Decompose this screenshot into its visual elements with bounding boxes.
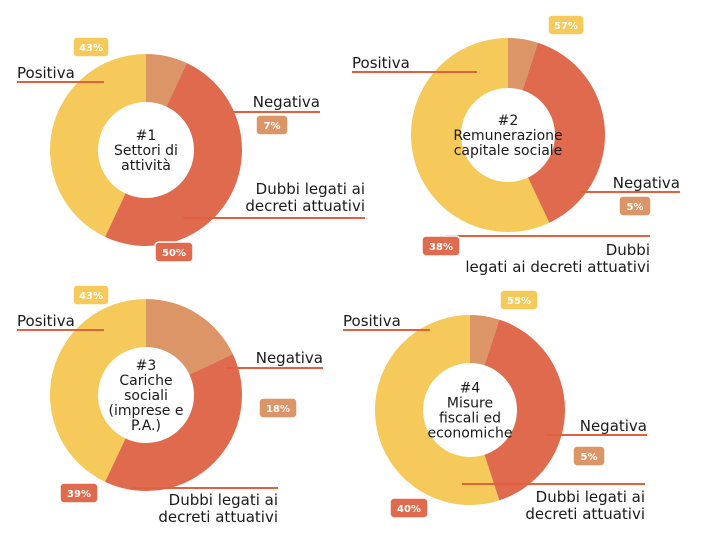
- slice-positiva: [50, 299, 146, 482]
- donut-chart-2: #2 Remunerazione capitale sociale Positiva N…: [352, 14, 680, 276]
- donut-chart-4: #4 Misure fiscali ed economiche Positiva Nega…: [343, 289, 647, 523]
- data-label-negativa: 18%: [251, 397, 298, 419]
- category-label-dubbi: Dubbi legati ai decreti attuativi: [158, 491, 278, 526]
- category-label-dubbi: Dubbi legati ai decreti attuativi: [245, 180, 365, 215]
- data-label-positiva: 57%: [544, 14, 585, 36]
- slice-negativa: [508, 38, 538, 91]
- data-label-negativa: 5%: [566, 445, 606, 467]
- data-label-text: 5%: [627, 202, 644, 213]
- center-label: #2 Remunerazione capitale sociale: [453, 113, 562, 159]
- category-label-dubbi: Dubbi legati ai decreti attuativi: [465, 241, 650, 276]
- slice-positiva: [375, 315, 500, 506]
- category-label-positiva: Positiva: [17, 64, 75, 82]
- center-label: #3 Cariche sociali (imprese e P.A.): [109, 358, 184, 434]
- slice-dubbi: [105, 354, 243, 491]
- category-label-positiva: Positiva: [352, 54, 410, 72]
- data-label-positiva: 55%: [493, 289, 539, 311]
- data-label-text: 50%: [162, 248, 186, 259]
- data-label-text: 5%: [581, 452, 598, 463]
- slice-dubbi: [105, 63, 243, 247]
- donut-chart-3: #3 Cariche sociali (imprese e P.A.) Positiva N…: [17, 284, 323, 526]
- category-label-negativa: Negativa: [253, 93, 320, 111]
- data-label-negativa: 5%: [615, 195, 652, 217]
- slice-positiva: [50, 54, 146, 237]
- center-label: #4 Misure fiscali ed economiche: [427, 381, 512, 442]
- category-label-positiva: Positiva: [17, 312, 75, 330]
- category-label-positiva: Positiva: [343, 312, 401, 330]
- data-label-positiva: 43%: [72, 284, 116, 306]
- category-label-negativa: Negativa: [256, 349, 323, 367]
- slice-negativa: [146, 54, 187, 107]
- data-label-text: 43%: [79, 43, 103, 54]
- category-label-negativa: Negativa: [580, 417, 647, 435]
- data-label-dubbi: 38%: [421, 235, 464, 257]
- slice-negativa: [470, 315, 500, 366]
- data-label-text: 7%: [264, 121, 281, 132]
- category-label-negativa: Negativa: [613, 174, 680, 192]
- slice-positiva: [410, 38, 550, 232]
- slice-negativa: [146, 299, 233, 375]
- data-label-text: 18%: [266, 404, 290, 415]
- data-label-text: 57%: [554, 21, 578, 32]
- data-label-text: 55%: [507, 296, 531, 307]
- data-label-text: 39%: [67, 489, 91, 500]
- data-label-dubbi: 50%: [147, 241, 194, 263]
- data-label-text: 38%: [429, 242, 453, 253]
- center-label: #1 Settori di attività: [114, 128, 178, 174]
- data-label-positiva: 43%: [72, 36, 116, 58]
- category-label-dubbi: Dubbi legati ai decreti attuativi: [525, 488, 645, 523]
- data-label-dubbi: 39%: [59, 482, 105, 504]
- slice-dubbi: [522, 42, 605, 223]
- data-label-text: 40%: [397, 504, 421, 515]
- slice-dubbi: [484, 319, 566, 501]
- data-label-dubbi: 40%: [389, 497, 435, 519]
- donut-chart-1: #1 Settori di attività Positiva Negativa Dubb…: [17, 36, 365, 263]
- data-label-text: 43%: [79, 291, 103, 302]
- data-label-negativa: 7%: [249, 114, 289, 136]
